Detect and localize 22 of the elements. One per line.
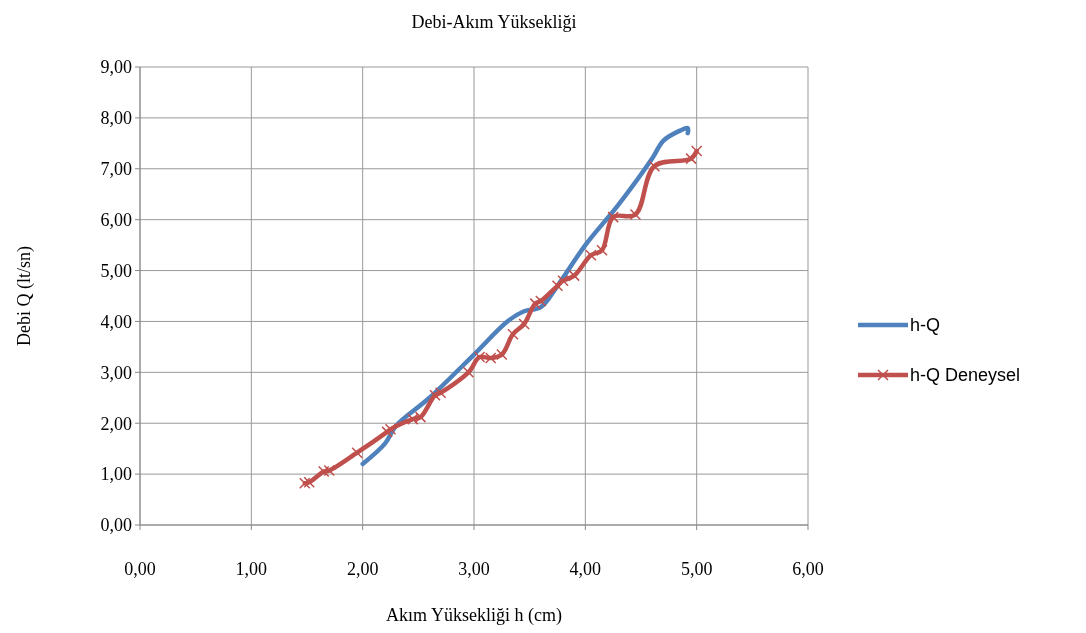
x-tick-label: 5,00 [680,559,713,579]
chart-title: Debi-Akım Yüksekliği [411,12,577,32]
x-tick-label: 1,00 [235,559,268,579]
x-tick-label: 6,00 [792,559,824,579]
y-tick-label: 6,00 [100,209,132,230]
y-tick-label: 3,00 [100,362,132,383]
x-tick-label: 3,00 [458,559,490,579]
legend-label: h-Q Deneysel [910,365,1021,386]
y-tick-label: 0,00 [100,515,132,536]
y-tick-label: 1,00 [100,464,132,485]
legend-label: h-Q [910,315,941,336]
y-tick-label: 2,00 [100,413,132,434]
y-tick-label: 7,00 [100,159,132,180]
x-tick-label: 0,00 [124,559,156,579]
x-tick-label: 2,00 [346,559,379,579]
y-tick-label: 9,00 [100,57,132,78]
y-tick-label: 5,00 [100,260,132,281]
x-tick-label: 4,00 [569,559,602,579]
y-tick-label: 4,00 [100,311,132,332]
x-axis-title: Akım Yüksekliği h (cm) [386,605,562,626]
y-tick-label: 8,00 [100,108,132,129]
y-axis-title: Debi Q (lt/sn) [14,246,35,346]
